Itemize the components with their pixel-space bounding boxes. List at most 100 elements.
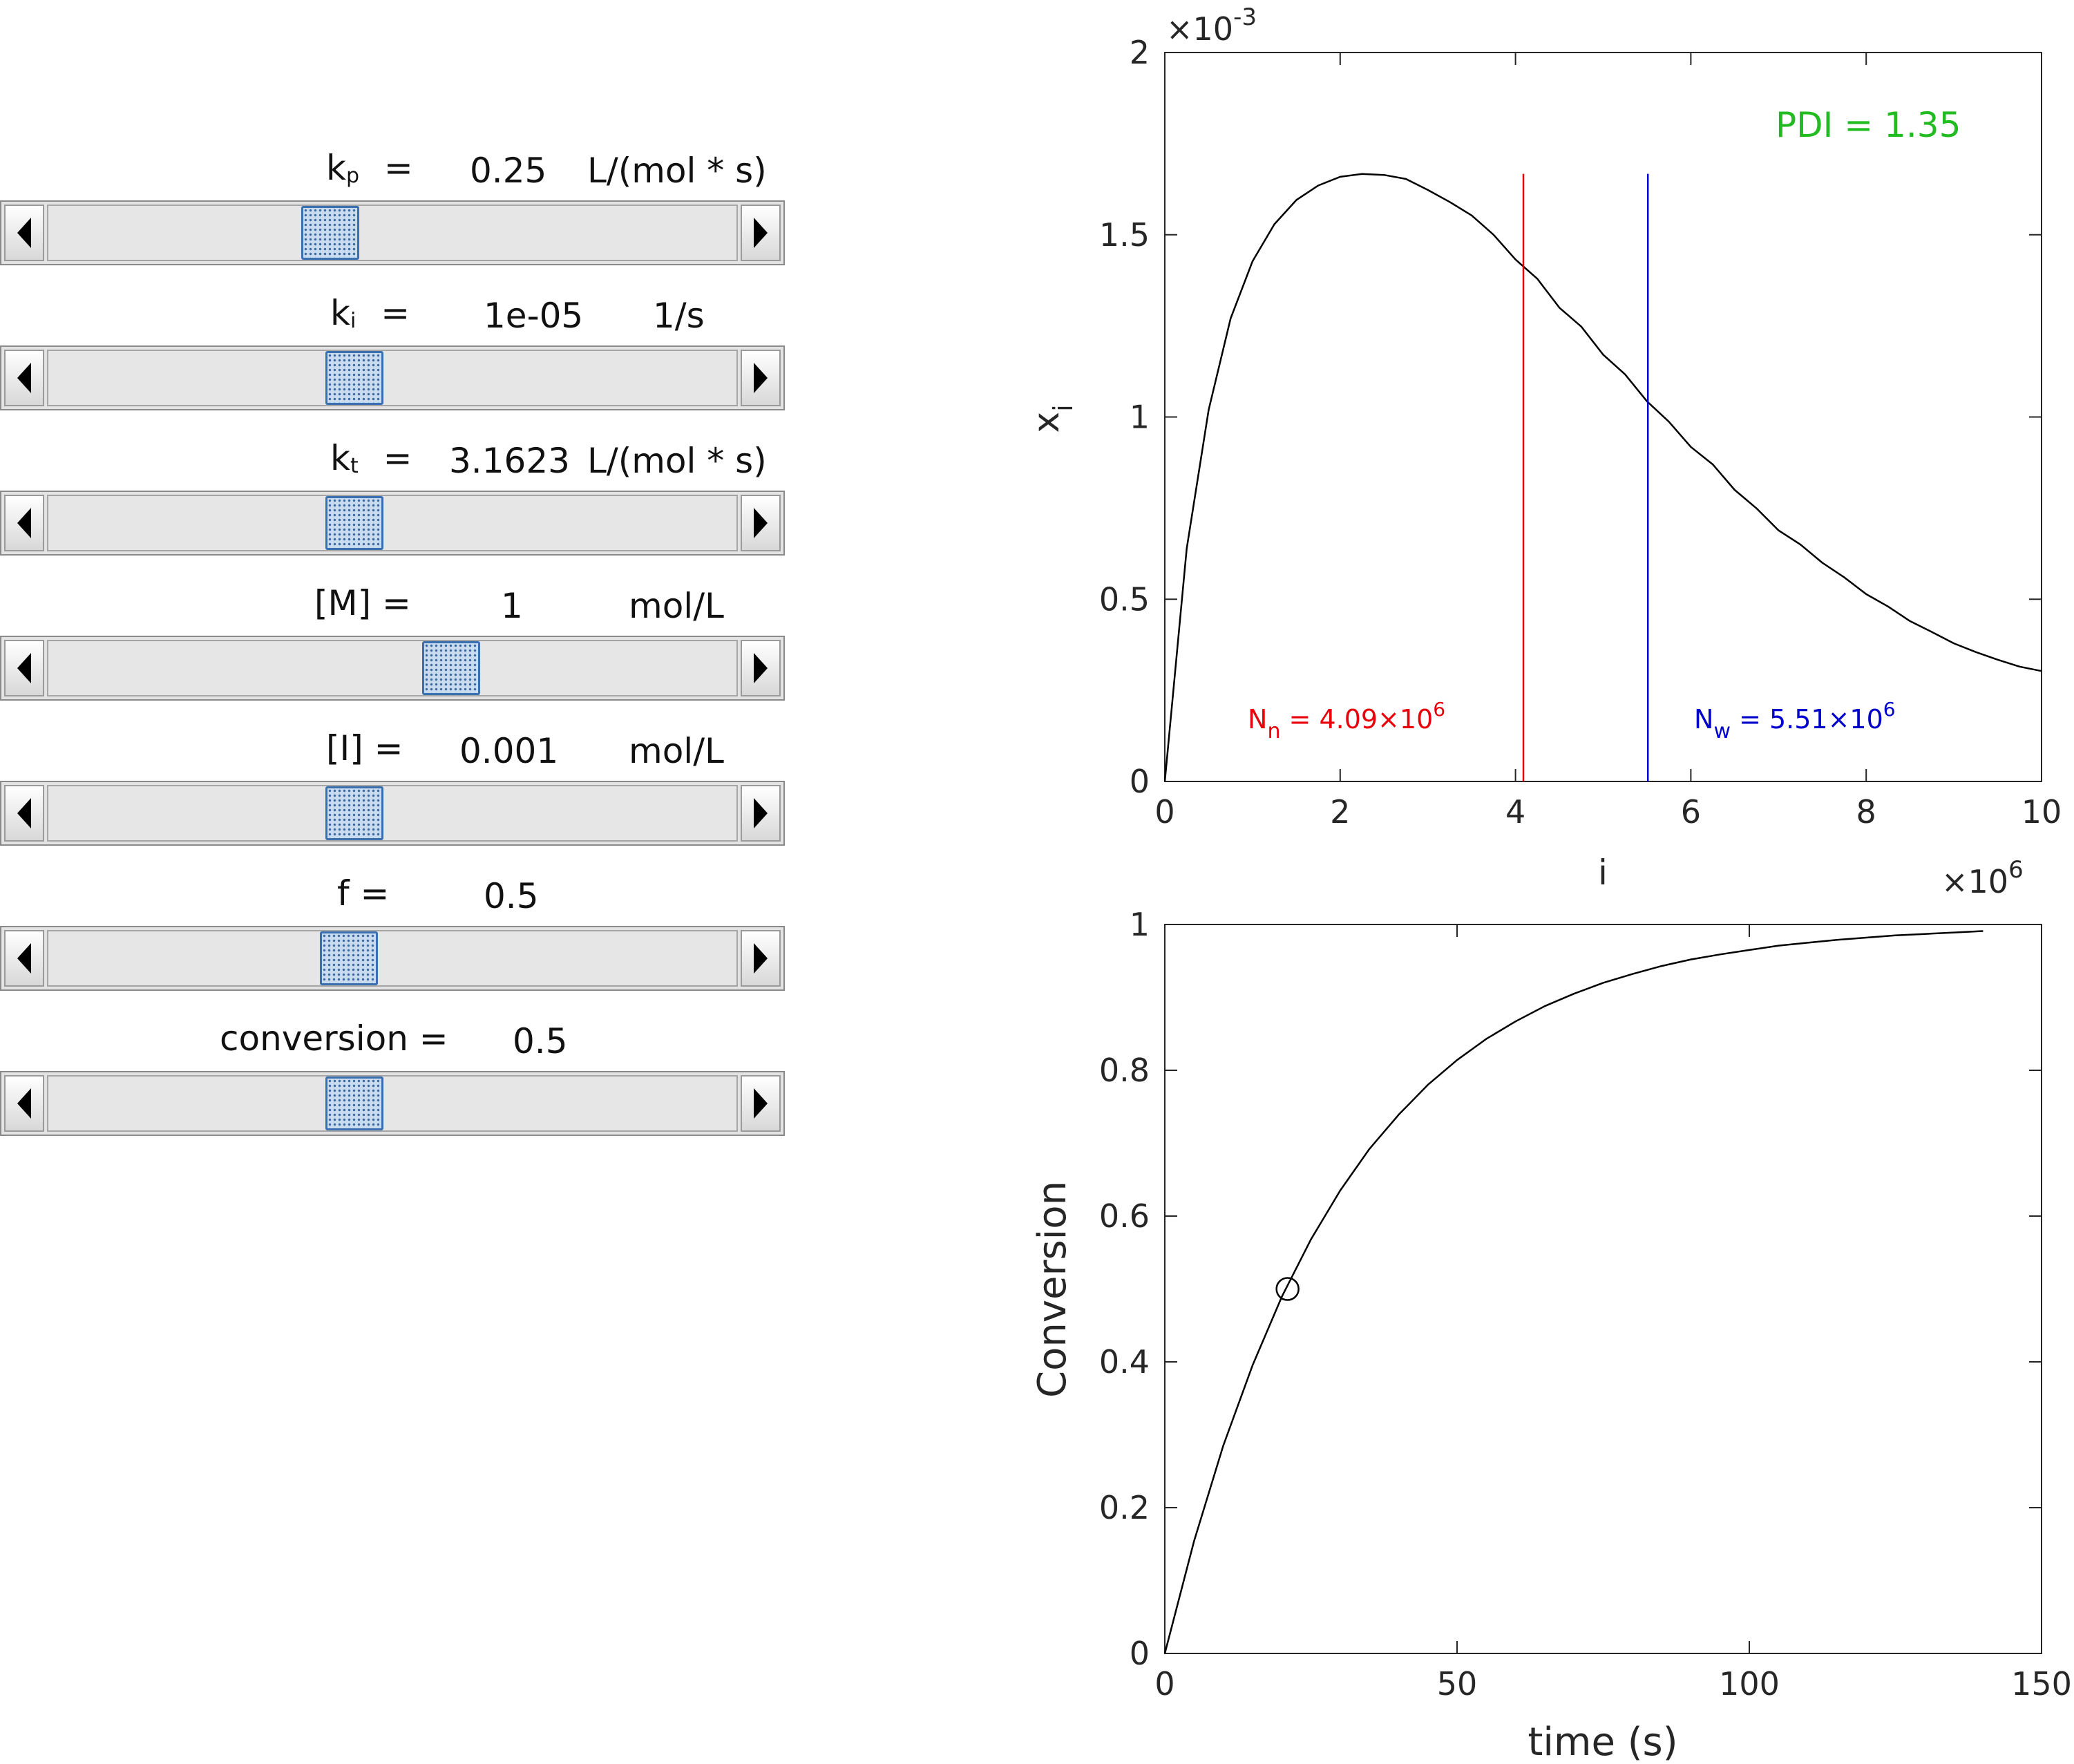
slider-label-ki-base: k bbox=[330, 293, 350, 333]
y-multiplier: ×10-3 bbox=[1166, 3, 1257, 48]
slider-increment-button[interactable] bbox=[741, 930, 781, 987]
nn-annotation-part: 6 bbox=[1433, 698, 1445, 721]
slider-track[interactable] bbox=[47, 350, 738, 406]
y-tick-label: 0 bbox=[1130, 763, 1150, 800]
slider-M[interactable] bbox=[0, 636, 785, 701]
slider-f[interactable] bbox=[0, 926, 785, 991]
arrow-right-icon bbox=[754, 1088, 768, 1119]
slider-ki[interactable] bbox=[0, 345, 785, 410]
slider-track[interactable] bbox=[47, 930, 738, 987]
slider-unit-kt: L/(mol * s) bbox=[587, 441, 767, 481]
nn-annotation-part: = 4.09×10 bbox=[1280, 704, 1433, 734]
slider-decrement-button[interactable] bbox=[4, 930, 44, 987]
slider-value-kt: 3.1623 bbox=[449, 441, 570, 481]
slider-thumb[interactable] bbox=[325, 351, 384, 405]
slider-label-kt-equals: = bbox=[372, 438, 412, 478]
slider-label-kp: kp = bbox=[326, 151, 413, 187]
arrow-right-icon bbox=[754, 653, 768, 683]
slider-track[interactable] bbox=[47, 785, 738, 842]
y-tick-label: 0 bbox=[1130, 1635, 1150, 1672]
slider-unit-ki: 1/s bbox=[653, 296, 705, 336]
slider-label-kp-subscript: p bbox=[345, 164, 360, 188]
y-tick-label: 0.5 bbox=[1099, 580, 1150, 618]
slider-increment-button[interactable] bbox=[741, 785, 781, 842]
y-tick-label: 1.5 bbox=[1099, 216, 1150, 254]
slider-decrement-button[interactable] bbox=[4, 640, 44, 696]
slider-label-I: [I] = bbox=[326, 728, 403, 768]
slider-decrement-button[interactable] bbox=[4, 785, 44, 842]
slider-decrement-button[interactable] bbox=[4, 350, 44, 406]
slider-I[interactable] bbox=[0, 781, 785, 846]
plot-frame bbox=[1164, 52, 2042, 782]
slider-thumb[interactable] bbox=[325, 1077, 384, 1130]
current-point-marker bbox=[1275, 1277, 1300, 1301]
y-tick-label: 1 bbox=[1130, 906, 1150, 943]
nw-annotation-part: = 5.51×10 bbox=[1731, 704, 1883, 734]
arrow-left-icon bbox=[17, 798, 31, 828]
slider-label-kp-base: k bbox=[326, 148, 346, 188]
slider-decrement-button[interactable] bbox=[4, 205, 44, 261]
series-line-distribution bbox=[1163, 173, 2042, 782]
x-axis-label: time (s) bbox=[1528, 1720, 1677, 1764]
x-multiplier: ×106 bbox=[1941, 856, 2024, 900]
arrow-left-icon bbox=[17, 1088, 31, 1119]
y-tick-label: 2 bbox=[1130, 34, 1150, 71]
nw-annotation-part: N bbox=[1694, 704, 1713, 734]
slider-conv[interactable] bbox=[0, 1071, 785, 1136]
slider-label-ki-equals: = bbox=[370, 293, 410, 333]
slider-kt[interactable] bbox=[0, 491, 785, 556]
slider-increment-button[interactable] bbox=[741, 495, 781, 551]
slider-increment-button[interactable] bbox=[741, 640, 781, 696]
x-tick-label: 0 bbox=[1154, 793, 1174, 831]
slider-track[interactable] bbox=[47, 1075, 738, 1132]
nn-annotation-part: n bbox=[1267, 719, 1280, 743]
slider-decrement-button[interactable] bbox=[4, 495, 44, 551]
slider-track[interactable] bbox=[47, 495, 738, 551]
slider-label-M: [M] = bbox=[314, 583, 411, 623]
slider-increment-button[interactable] bbox=[741, 350, 781, 406]
x-tick-label: 6 bbox=[1681, 793, 1701, 831]
x-tick-label: 150 bbox=[2011, 1665, 2072, 1703]
x-tick-label: 10 bbox=[2021, 793, 2062, 831]
conversion-plot: 0 50 100 150 0 0.2 0.4 0.6 0.8 1 time (s) Conversio… bbox=[1030, 906, 2072, 1764]
slider-track[interactable] bbox=[47, 640, 738, 696]
slider-label-kt: kt = bbox=[330, 441, 412, 477]
slider-label-f: f = bbox=[337, 873, 390, 913]
slider-unit-I: mol/L bbox=[629, 731, 724, 771]
arrow-right-icon bbox=[754, 508, 768, 538]
arrow-right-icon bbox=[754, 798, 768, 828]
slider-track[interactable] bbox=[47, 205, 738, 261]
series-line-conversion bbox=[1163, 930, 1983, 1654]
x-multiplier-base: ×10 bbox=[1941, 863, 2008, 900]
slider-increment-button[interactable] bbox=[741, 1075, 781, 1132]
arrow-right-icon bbox=[754, 363, 768, 393]
slider-label-kt-subscript: t bbox=[350, 454, 359, 478]
y-multiplier-base: ×10 bbox=[1166, 10, 1233, 48]
nn-annotation-part: N bbox=[1248, 704, 1267, 734]
arrow-left-icon bbox=[17, 218, 31, 248]
y-multiplier-exp: -3 bbox=[1233, 3, 1257, 31]
y-axis-label-sub: i bbox=[1048, 404, 1078, 412]
y-axis-label: xi bbox=[1026, 404, 1078, 433]
slider-value-M: 1 bbox=[501, 586, 523, 626]
nn-annotation: Nn = 4.09×106 bbox=[1248, 698, 1445, 743]
slider-thumb[interactable] bbox=[301, 206, 360, 260]
slider-thumb[interactable] bbox=[325, 496, 384, 550]
slider-kp[interactable] bbox=[0, 200, 785, 265]
slider-increment-button[interactable] bbox=[741, 205, 781, 261]
slider-label-ki-subscript: i bbox=[350, 309, 356, 333]
slider-decrement-button[interactable] bbox=[4, 1075, 44, 1132]
slider-thumb[interactable] bbox=[421, 641, 480, 695]
x-tick-label: 0 bbox=[1154, 1665, 1174, 1703]
y-tick-label: 0.4 bbox=[1099, 1343, 1150, 1381]
y-tick-label: 1 bbox=[1130, 399, 1150, 436]
x-tick-label: 8 bbox=[1856, 793, 1876, 831]
slider-value-kp: 0.25 bbox=[470, 151, 547, 191]
arrow-left-icon bbox=[17, 653, 31, 683]
y-tick-label: 0.6 bbox=[1099, 1197, 1150, 1235]
arrow-left-icon bbox=[17, 363, 31, 393]
y-tick-label: 0.8 bbox=[1099, 1052, 1150, 1089]
slider-thumb[interactable] bbox=[320, 931, 379, 985]
arrow-right-icon bbox=[754, 218, 768, 248]
slider-thumb[interactable] bbox=[325, 786, 384, 840]
